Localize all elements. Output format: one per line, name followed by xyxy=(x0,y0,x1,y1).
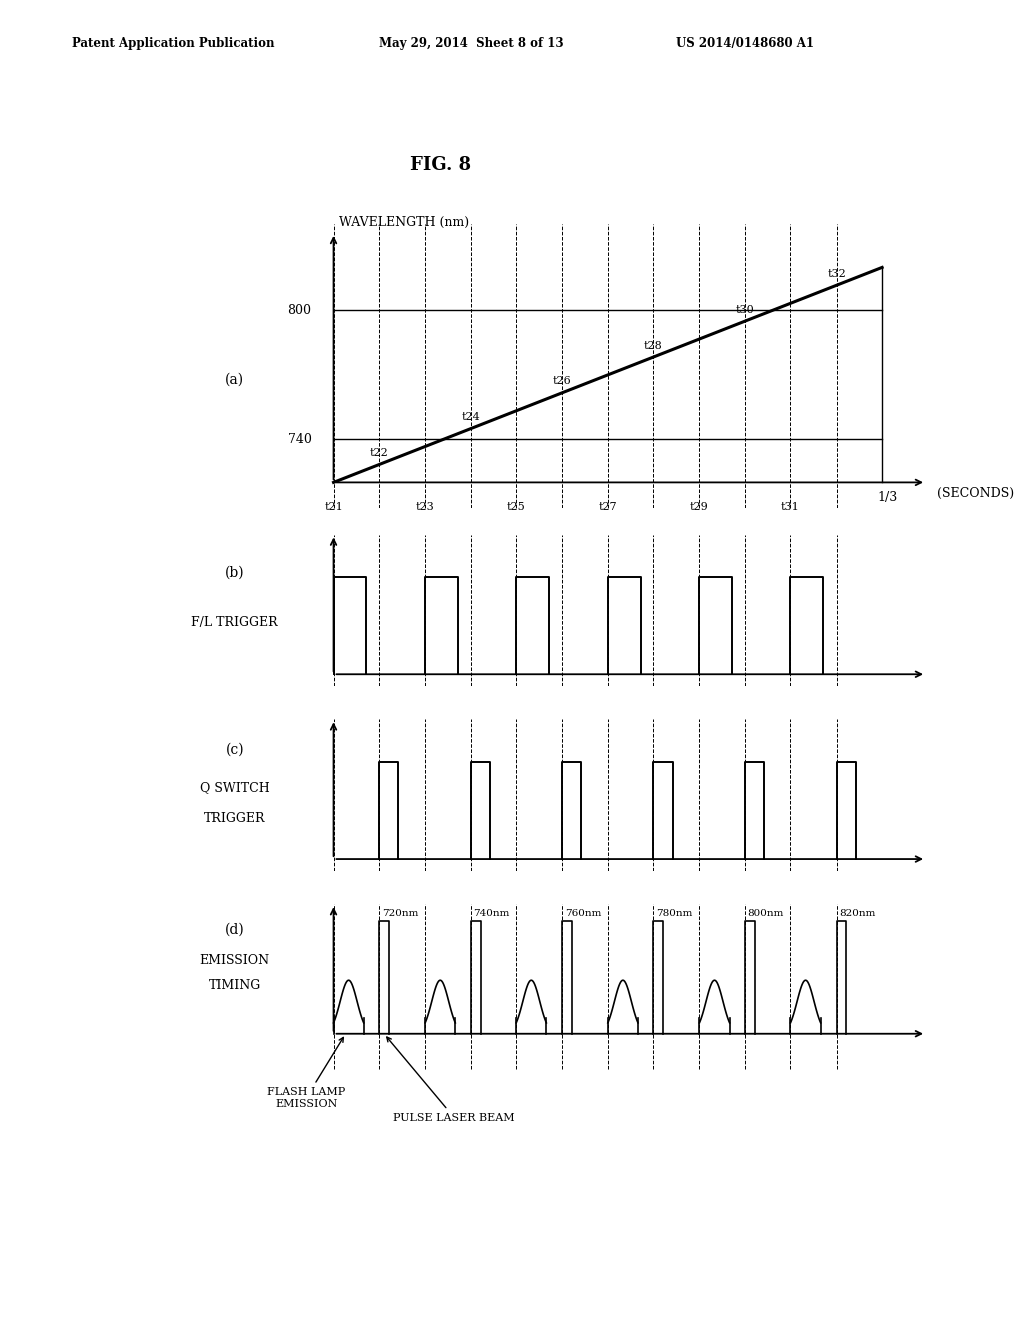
Text: May 29, 2014  Sheet 8 of 13: May 29, 2014 Sheet 8 of 13 xyxy=(379,37,563,50)
Text: t27: t27 xyxy=(598,502,617,512)
Text: t26: t26 xyxy=(553,376,571,387)
Text: 800: 800 xyxy=(288,304,311,317)
Text: FLASH LAMP
EMISSION: FLASH LAMP EMISSION xyxy=(267,1038,345,1109)
Text: TIMING: TIMING xyxy=(209,979,261,993)
Text: Q SWITCH: Q SWITCH xyxy=(200,781,269,795)
Text: t21: t21 xyxy=(325,502,343,512)
Text: t28: t28 xyxy=(644,341,663,351)
Text: 740: 740 xyxy=(288,433,311,446)
Text: 740nm: 740nm xyxy=(473,909,510,919)
Text: t24: t24 xyxy=(461,412,480,422)
Text: F/L TRIGGER: F/L TRIGGER xyxy=(191,616,279,630)
Text: 800nm: 800nm xyxy=(748,909,784,919)
Text: t29: t29 xyxy=(690,502,709,512)
Text: PULSE LASER BEAM: PULSE LASER BEAM xyxy=(387,1038,515,1122)
Text: Patent Application Publication: Patent Application Publication xyxy=(72,37,274,50)
Text: US 2014/0148680 A1: US 2014/0148680 A1 xyxy=(676,37,814,50)
Text: FIG. 8: FIG. 8 xyxy=(410,156,471,174)
Text: (c): (c) xyxy=(225,743,244,756)
Text: WAVELENGTH (nm): WAVELENGTH (nm) xyxy=(339,215,469,228)
Text: 820nm: 820nm xyxy=(840,909,876,919)
Text: EMISSION: EMISSION xyxy=(200,954,270,968)
Text: 760nm: 760nm xyxy=(565,909,601,919)
Text: (a): (a) xyxy=(225,372,245,387)
Text: t23: t23 xyxy=(416,502,434,512)
Text: t30: t30 xyxy=(735,305,755,314)
Text: 1/3: 1/3 xyxy=(878,491,898,504)
Text: t22: t22 xyxy=(370,447,388,458)
Text: TRIGGER: TRIGGER xyxy=(204,812,265,825)
Text: t25: t25 xyxy=(507,502,525,512)
Text: t31: t31 xyxy=(781,502,800,512)
Text: (d): (d) xyxy=(225,923,245,937)
Text: t32: t32 xyxy=(827,269,846,279)
Text: (b): (b) xyxy=(225,565,245,579)
Text: 780nm: 780nm xyxy=(656,909,692,919)
Text: (SECONDS): (SECONDS) xyxy=(937,487,1014,500)
Text: 720nm: 720nm xyxy=(382,909,418,919)
